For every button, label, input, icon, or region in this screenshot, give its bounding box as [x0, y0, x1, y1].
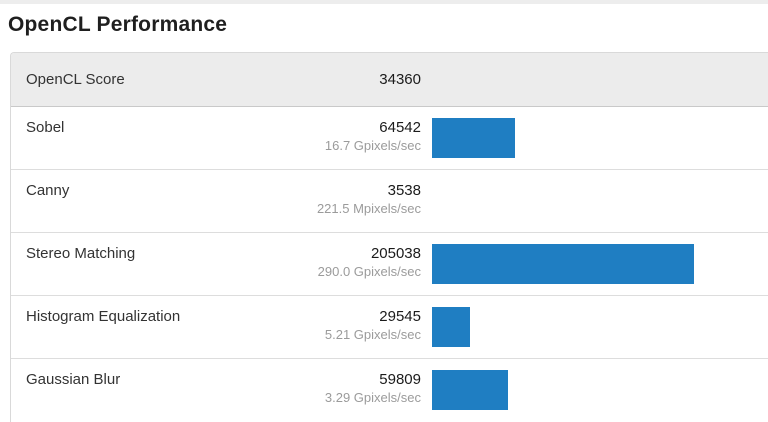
score-bar — [432, 370, 508, 410]
table-row: Histogram Equalization 29545 5.21 Gpixel… — [11, 296, 768, 359]
page-title: OpenCL Performance — [8, 13, 228, 36]
table-row: Canny 3538 221.5 Mpixels/sec — [11, 170, 768, 233]
table-row: Sobel 64542 16.7 Gpixels/sec — [11, 107, 768, 170]
row-label: Stereo Matching — [26, 245, 136, 262]
row-label: Canny — [26, 182, 70, 199]
score-rate: 221.5 Mpixels/sec — [316, 201, 421, 216]
score-rate: 3.29 Gpixels/sec — [324, 390, 421, 405]
header-label: OpenCL Score — [26, 71, 125, 88]
row-score-block: 64542 16.7 Gpixels/sec — [271, 107, 421, 169]
row-label: Gaussian Blur — [26, 371, 121, 388]
row-score-block: 3538 221.5 Mpixels/sec — [271, 170, 421, 232]
row-score-block: 59809 3.29 Gpixels/sec — [271, 359, 421, 422]
table-row: Gaussian Blur 59809 3.29 Gpixels/sec — [11, 359, 768, 422]
score-rate: 290.0 Gpixels/sec — [317, 264, 421, 279]
row-label: Histogram Equalization — [26, 308, 181, 325]
score-value: 29545 — [379, 308, 421, 325]
score-value: 205038 — [370, 245, 421, 262]
score-value: 3538 — [387, 182, 421, 199]
row-score-block: 29545 5.21 Gpixels/sec — [271, 296, 421, 358]
table-header-row: OpenCL Score 34360 — [11, 53, 768, 107]
score-bar — [432, 118, 515, 158]
benchmark-table: OpenCL Score 34360 Sobel 64542 16.7 Gpix… — [10, 52, 768, 422]
score-bar — [432, 307, 470, 347]
score-value: 59809 — [379, 371, 421, 388]
score-value: 64542 — [379, 119, 421, 136]
top-strip — [0, 0, 768, 4]
score-bar — [432, 244, 694, 284]
score-rate: 16.7 Gpixels/sec — [324, 138, 421, 153]
row-score-block: 205038 290.0 Gpixels/sec — [271, 233, 421, 295]
overall-score-value: 34360 — [379, 70, 421, 88]
score-rate: 5.21 Gpixels/sec — [324, 327, 421, 342]
table-row: Stereo Matching 205038 290.0 Gpixels/sec — [11, 233, 768, 296]
row-label: Sobel — [26, 119, 65, 136]
